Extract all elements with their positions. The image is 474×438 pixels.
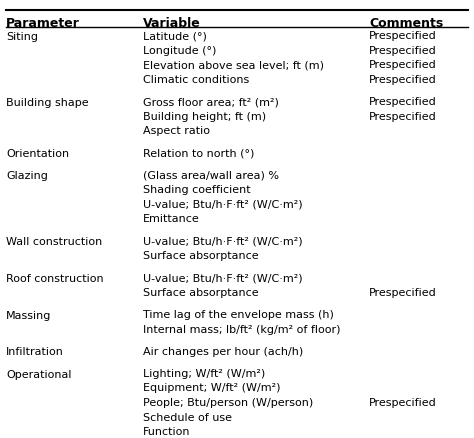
Text: Surface absorptance: Surface absorptance [143,288,258,298]
Text: Prespecified: Prespecified [369,112,437,122]
Text: U-value; Btu/h·F·ft² (W/C·m²): U-value; Btu/h·F·ft² (W/C·m²) [143,200,302,210]
Text: Comments: Comments [369,17,443,30]
Text: Function: Function [143,427,190,438]
Text: Shading coefficient: Shading coefficient [143,185,250,195]
Text: Climatic conditions: Climatic conditions [143,75,249,85]
Text: Time lag of the envelope mass (h): Time lag of the envelope mass (h) [143,310,334,320]
Text: Relation to north (°): Relation to north (°) [143,148,254,159]
Text: Massing: Massing [6,311,52,321]
Text: Siting: Siting [6,32,38,42]
Text: U-value; Btu/h·F·ft² (W/C·m²): U-value; Btu/h·F·ft² (W/C·m²) [143,237,302,247]
Text: Prespecified: Prespecified [369,97,437,107]
Text: Wall construction: Wall construction [6,237,102,247]
Text: Prespecified: Prespecified [369,398,437,408]
Text: Elevation above sea level; ft (m): Elevation above sea level; ft (m) [143,60,324,70]
Text: Roof construction: Roof construction [6,274,104,284]
Text: Glazing: Glazing [6,171,48,181]
Text: Internal mass; lb/ft² (kg/m² of floor): Internal mass; lb/ft² (kg/m² of floor) [143,325,340,335]
Text: Lighting; W/ft² (W/m²): Lighting; W/ft² (W/m²) [143,369,265,379]
Text: Parameter: Parameter [6,17,80,30]
Text: Latitude (°): Latitude (°) [143,31,207,41]
Text: Air changes per hour (ach/h): Air changes per hour (ach/h) [143,347,303,357]
Text: Infiltration: Infiltration [6,347,64,357]
Text: Prespecified: Prespecified [369,288,437,298]
Text: Emittance: Emittance [143,214,200,224]
Text: Schedule of use: Schedule of use [143,413,232,423]
Text: Aspect ratio: Aspect ratio [143,126,210,136]
Text: U-value; Btu/h·F·ft² (W/C·m²): U-value; Btu/h·F·ft² (W/C·m²) [143,273,302,283]
Text: Surface absorptance: Surface absorptance [143,251,258,261]
Text: Building height; ft (m): Building height; ft (m) [143,112,266,122]
Text: Prespecified: Prespecified [369,46,437,56]
Text: Gross floor area; ft² (m²): Gross floor area; ft² (m²) [143,97,279,107]
Text: Building shape: Building shape [6,98,89,108]
Text: (Glass area/wall area) %: (Glass area/wall area) % [143,170,279,180]
Text: Prespecified: Prespecified [369,31,437,41]
Text: People; Btu/person (W/person): People; Btu/person (W/person) [143,398,313,408]
Text: Equipment; W/ft² (W/m²): Equipment; W/ft² (W/m²) [143,383,280,393]
Text: Orientation: Orientation [6,149,69,159]
Text: Longitude (°): Longitude (°) [143,46,216,56]
Text: Variable: Variable [143,17,201,30]
Text: Prespecified: Prespecified [369,75,437,85]
Text: Prespecified: Prespecified [369,60,437,70]
Text: Operational: Operational [6,370,72,380]
